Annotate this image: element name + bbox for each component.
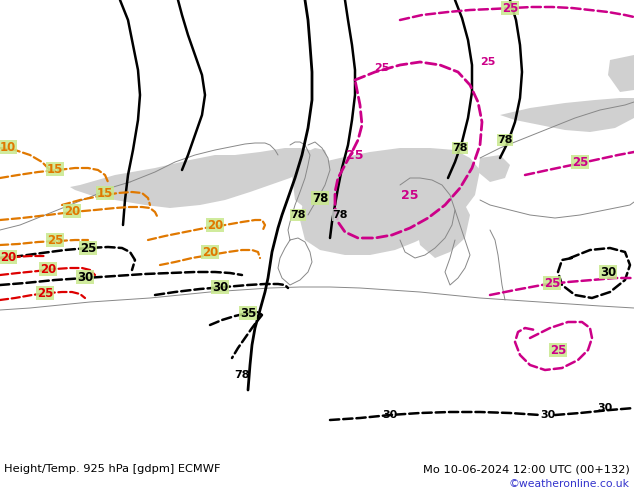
Text: 30: 30: [382, 410, 398, 420]
Text: 25: 25: [80, 242, 96, 254]
Text: 20: 20: [202, 245, 218, 259]
Text: 78: 78: [290, 210, 306, 220]
Text: 25: 25: [544, 276, 560, 290]
Text: 30: 30: [540, 410, 555, 420]
Text: 20: 20: [40, 263, 56, 275]
Text: 78: 78: [452, 143, 468, 153]
Text: 78: 78: [332, 210, 348, 220]
Text: 20: 20: [207, 219, 223, 231]
Text: 25: 25: [374, 63, 390, 73]
Text: 35: 35: [240, 307, 256, 319]
Text: 15: 15: [97, 187, 113, 199]
Text: 25: 25: [550, 343, 566, 357]
Text: ©weatheronline.co.uk: ©weatheronline.co.uk: [509, 479, 630, 489]
Text: 25: 25: [37, 287, 53, 299]
Text: 25: 25: [401, 189, 418, 201]
Text: 20: 20: [0, 250, 16, 264]
Text: 25: 25: [572, 155, 588, 169]
Text: 25: 25: [346, 148, 364, 162]
Text: 25: 25: [47, 234, 63, 246]
Polygon shape: [300, 148, 480, 255]
Polygon shape: [608, 55, 634, 92]
Text: 30: 30: [597, 403, 612, 413]
Text: 78: 78: [497, 135, 513, 145]
Text: 25: 25: [502, 1, 518, 15]
Polygon shape: [70, 148, 315, 208]
Polygon shape: [500, 98, 634, 132]
Text: 30: 30: [600, 266, 616, 278]
Polygon shape: [415, 188, 470, 258]
Text: Height/Temp. 925 hPa [gdpm] ECMWF: Height/Temp. 925 hPa [gdpm] ECMWF: [4, 464, 221, 474]
Text: 30: 30: [212, 280, 228, 294]
Text: 25: 25: [481, 57, 496, 67]
Text: 20: 20: [64, 204, 80, 218]
Text: 78: 78: [234, 370, 250, 380]
Polygon shape: [478, 155, 510, 182]
Text: Mo 10-06-2024 12:00 UTC (00+132): Mo 10-06-2024 12:00 UTC (00+132): [424, 464, 630, 474]
Polygon shape: [292, 148, 330, 208]
Text: 78: 78: [312, 192, 328, 204]
Text: 15: 15: [47, 163, 63, 175]
Text: 30: 30: [77, 270, 93, 284]
Text: 10: 10: [0, 141, 16, 153]
